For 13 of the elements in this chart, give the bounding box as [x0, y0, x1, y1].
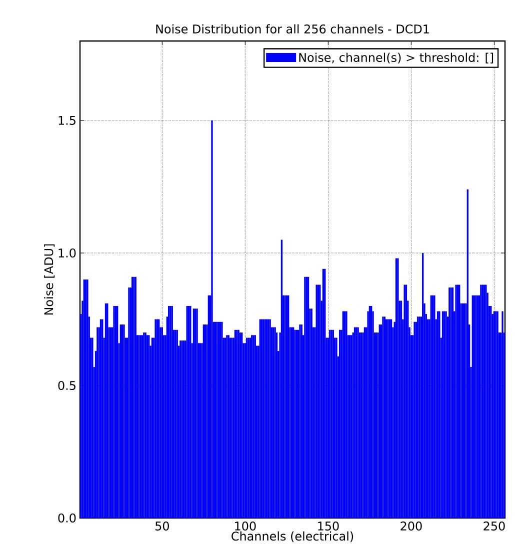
- x-tick-label: 50: [155, 522, 169, 531]
- y-tick-label: 0.0: [58, 513, 76, 523]
- y-tick-label: 1.0: [58, 248, 76, 258]
- y-tick-label: 1.5: [58, 116, 76, 125]
- x-tick-label: 250: [484, 522, 505, 531]
- y-tick-label: 0.5: [58, 380, 76, 390]
- chart-title: Noise Distribution for all 256 channels - DCD1: [156, 24, 429, 34]
- x-axis-title: Channels (electrical): [232, 531, 354, 542]
- legend-label: Noise, channel(s) > threshold: []: [299, 52, 494, 64]
- x-tick-label: 100: [235, 522, 256, 531]
- x-tick-label: 200: [400, 522, 422, 531]
- y-axis-title: Noise [ADU]: [44, 244, 55, 315]
- x-tick-label: 150: [318, 522, 339, 531]
